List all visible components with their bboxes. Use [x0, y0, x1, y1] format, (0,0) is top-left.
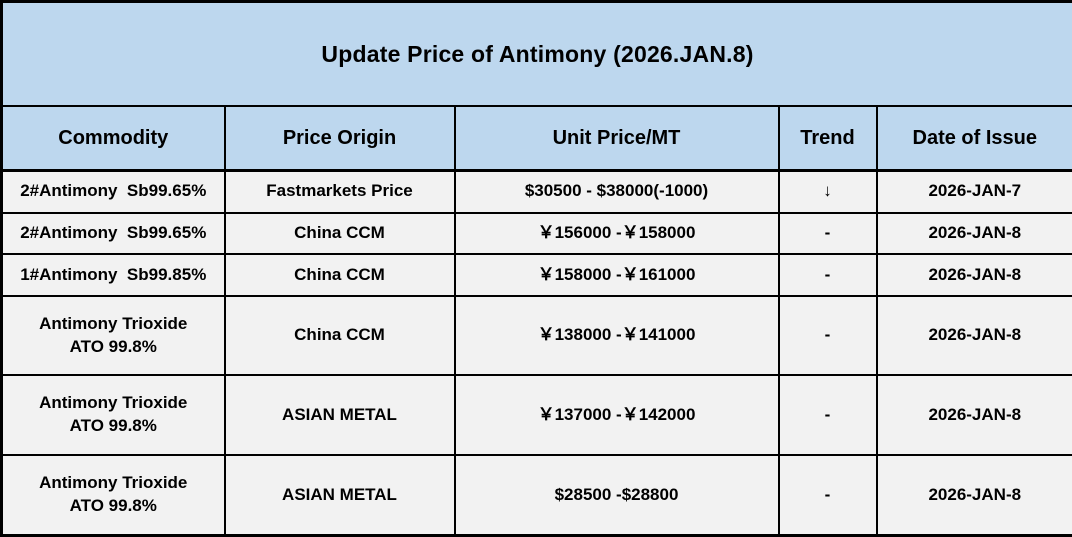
- column-header-unit-price: Unit Price/MT: [453, 105, 780, 172]
- date-of-issue-cell: 2026-JAN-8: [875, 253, 1072, 297]
- price-origin-cell: Fastmarkets Price: [223, 169, 456, 214]
- date-of-issue-cell: 2026-JAN-7: [875, 169, 1072, 214]
- trend-cell: -: [777, 211, 878, 256]
- price-origin-cell: ASIAN METAL: [223, 374, 456, 456]
- page-title: Update Price of Antimony (2026.JAN.8): [0, 0, 1072, 107]
- column-header-price-origin: Price Origin: [223, 105, 456, 172]
- price-origin-cell: ASIAN METAL: [223, 453, 456, 537]
- table-row: 2#Antimony Sb99.65% Fastmarkets Price $3…: [0, 169, 1072, 214]
- unit-price-cell: $28500 -$28800: [453, 453, 780, 537]
- commodity-cell: Antimony Trioxide ATO 99.8%: [0, 374, 226, 456]
- price-origin-cell: China CCM: [223, 253, 456, 297]
- unit-price-cell: ￥137000 -￥142000: [453, 374, 780, 456]
- commodity-cell: 1#Antimony Sb99.85%: [0, 253, 226, 297]
- table-row: Antimony Trioxide ATO 99.8% ASIAN METAL …: [0, 453, 1072, 537]
- trend-cell: -: [777, 374, 878, 456]
- unit-price-cell: ￥156000 -￥158000: [453, 211, 780, 256]
- trend-down-arrow-cell: ↓: [777, 169, 878, 214]
- unit-price-cell: ￥138000 -￥141000: [453, 294, 780, 377]
- trend-cell: -: [777, 453, 878, 537]
- table-row: 2#Antimony Sb99.65% China CCM ￥156000 -￥…: [0, 211, 1072, 256]
- title-row: Update Price of Antimony (2026.JAN.8): [0, 0, 1072, 107]
- commodity-cell: 2#Antimony Sb99.65%: [0, 169, 226, 214]
- column-header-trend: Trend: [777, 105, 878, 172]
- column-header-row: Commodity Price Origin Unit Price/MT Tre…: [0, 105, 1072, 172]
- date-of-issue-cell: 2026-JAN-8: [875, 211, 1072, 256]
- commodity-cell: 2#Antimony Sb99.65%: [0, 211, 226, 256]
- date-of-issue-cell: 2026-JAN-8: [875, 453, 1072, 537]
- unit-price-cell: $30500 - $38000(-1000): [453, 169, 780, 214]
- price-origin-cell: China CCM: [223, 211, 456, 256]
- column-header-commodity: Commodity: [0, 105, 226, 172]
- table-row: Antimony Trioxide ATO 99.8% ASIAN METAL …: [0, 374, 1072, 456]
- trend-cell: -: [777, 294, 878, 377]
- unit-price-cell: ￥158000 -￥161000: [453, 253, 780, 297]
- commodity-cell: Antimony Trioxide ATO 99.8%: [0, 453, 226, 537]
- table-row: 1#Antimony Sb99.85% China CCM ￥158000 -￥…: [0, 253, 1072, 297]
- commodity-cell: Antimony Trioxide ATO 99.8%: [0, 294, 226, 377]
- date-of-issue-cell: 2026-JAN-8: [875, 374, 1072, 456]
- table-row: Antimony Trioxide ATO 99.8% China CCM ￥1…: [0, 294, 1072, 377]
- date-of-issue-cell: 2026-JAN-8: [875, 294, 1072, 377]
- trend-cell: -: [777, 253, 878, 297]
- column-header-date-of-issue: Date of Issue: [875, 105, 1072, 172]
- price-origin-cell: China CCM: [223, 294, 456, 377]
